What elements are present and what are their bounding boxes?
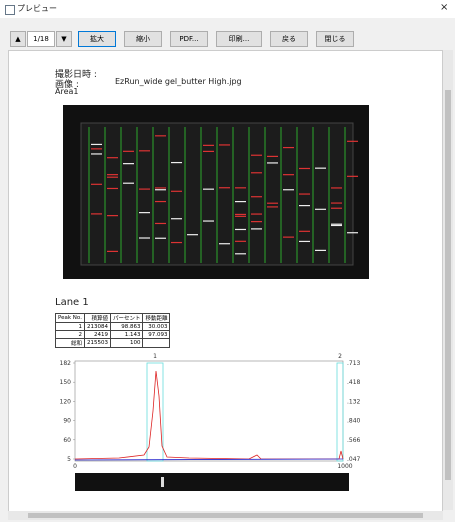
cell: 2 <box>55 330 85 339</box>
window-icon <box>5 5 15 15</box>
y2-tick-label: .418 <box>347 379 361 386</box>
peak-table: Peak No. 積算値 パーセント 移動距離 1 213084 98.863 … <box>55 313 171 348</box>
pdf-button[interactable]: PDF... <box>170 31 208 47</box>
header-cell: Peak No. <box>55 313 85 323</box>
plot-frame <box>74 360 344 462</box>
close-button[interactable]: × <box>440 2 449 13</box>
peak-window <box>146 362 164 462</box>
y-tick-label: 120 <box>60 398 72 405</box>
print-button[interactable]: 印刷... <box>216 31 262 47</box>
x-tick-label: 0 <box>73 463 77 470</box>
close-preview-button[interactable]: 閉じる <box>316 31 354 47</box>
y2-tick-label: .840 <box>347 418 361 425</box>
lane-label: Lane 1 <box>55 297 89 308</box>
peak-window <box>336 362 344 462</box>
y2-tick-label: .132 <box>347 398 361 405</box>
back-button[interactable]: 戻る <box>270 31 308 47</box>
table-row: 総和 215503 100 <box>55 338 171 348</box>
image-name: EzRun_wide gel_butter High.jpg <box>115 77 242 86</box>
window-title: プレビュー <box>17 4 57 13</box>
table-header: Peak No. 積算値 パーセント 移動距離 <box>55 313 171 323</box>
vertical-scrollbar[interactable] <box>443 50 453 510</box>
page-field[interactable]: 1/18 <box>27 31 55 47</box>
y-tick-label: 182 <box>60 360 72 367</box>
profile-plot: 1 2 0 1000 182 150 120 90 60 5 .713 .418 .132 .84… <box>60 353 361 491</box>
image-label: 画像 : <box>55 80 79 90</box>
page-view: 撮影日時 : 画像 : EzRun_wide gel_butter High.j… <box>8 50 443 512</box>
scroll-thumb[interactable] <box>28 513 423 518</box>
header-cell: 積算値 <box>83 313 111 323</box>
y-tick-label: 5 <box>67 456 71 463</box>
table-row: 1 213084 98.863 30.003 <box>55 322 171 331</box>
zoom-out-button[interactable]: 縮小 <box>124 31 162 47</box>
profile-curve <box>74 370 344 460</box>
prev-page-button[interactable]: ▲ <box>10 31 26 47</box>
peak-label: 1 <box>153 353 157 360</box>
lane-strip <box>75 473 349 491</box>
cell: 98.863 <box>109 322 144 331</box>
next-page-button[interactable]: ▼ <box>56 31 72 47</box>
cell: 100 <box>109 338 144 348</box>
cell: 97.093 <box>142 330 171 339</box>
date-label: 撮影日時 : <box>55 70 97 80</box>
table-row: 2 2419 1.143 97.093 <box>55 330 171 339</box>
lane-band <box>161 477 164 487</box>
zoom-in-button[interactable]: 拡大 <box>78 31 116 47</box>
cell <box>142 338 171 348</box>
y2-tick-label: .713 <box>347 360 361 367</box>
cell: 2419 <box>83 330 111 339</box>
cell: 30.003 <box>142 322 171 331</box>
header-cell: 移動距離 <box>142 313 171 323</box>
baseline <box>74 458 344 461</box>
gel-image <box>63 105 369 279</box>
title-bar: プレビュー × <box>0 0 455 18</box>
peak-label: 2 <box>338 353 342 360</box>
horizontal-scrollbar[interactable] <box>8 511 443 520</box>
scroll-thumb[interactable] <box>445 90 451 480</box>
cell: 1 <box>55 322 85 331</box>
area-label: Area1 <box>55 87 79 96</box>
x-tick-label: 1000 <box>337 463 352 470</box>
y-tick-label: 150 <box>60 379 72 386</box>
y2-tick-label: .047 <box>347 456 361 463</box>
cell: 215503 <box>83 338 111 348</box>
y-tick-label: 60 <box>63 437 71 444</box>
cell: 213084 <box>83 322 111 331</box>
y2-tick-label: .566 <box>347 437 361 444</box>
cell: 総和 <box>55 338 85 348</box>
y-tick-label: 90 <box>63 418 71 425</box>
cell: 1.143 <box>109 330 144 339</box>
header-cell: パーセント <box>109 313 144 323</box>
